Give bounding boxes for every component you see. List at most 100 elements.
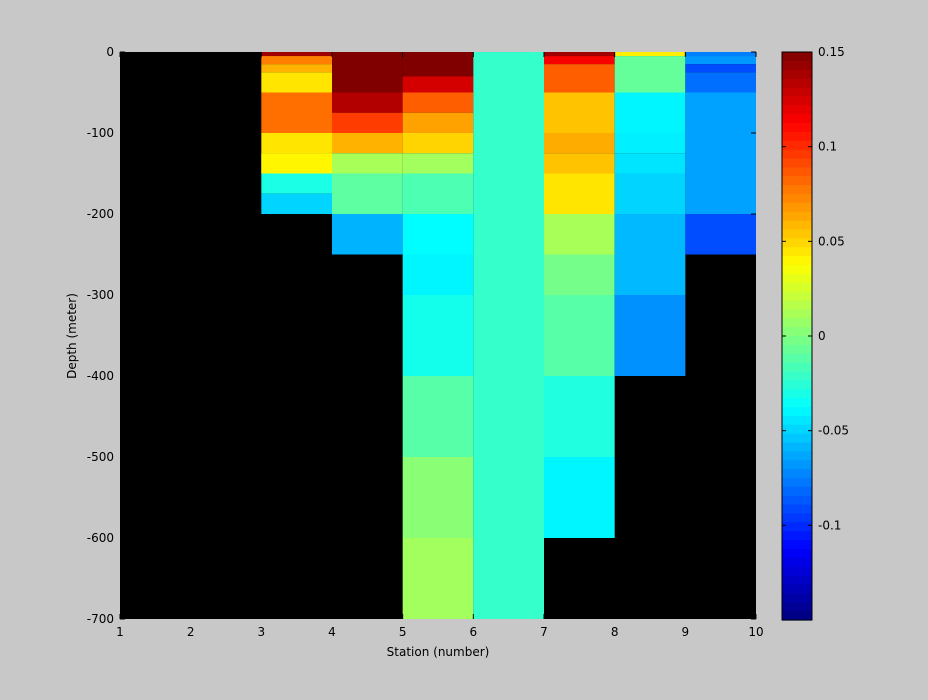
heatmap-cell xyxy=(614,133,686,154)
heatmap-cell xyxy=(402,92,474,113)
heatmap-cell xyxy=(544,153,615,174)
heatmap-cell xyxy=(614,92,686,133)
colorbar-segment xyxy=(782,309,812,319)
heatmap-cell xyxy=(544,52,615,57)
heatmap-cell xyxy=(261,153,332,174)
colorbar-tick-label: -0.05 xyxy=(818,424,849,438)
colorbar-segment xyxy=(782,504,812,515)
colorbar-segment xyxy=(782,469,812,479)
colorbar-tick-label: -0.1 xyxy=(818,518,841,532)
colorbar-segment xyxy=(782,513,812,523)
y-tick-label: -600 xyxy=(87,531,114,545)
x-tick-label: 8 xyxy=(611,625,619,639)
colorbar-segment xyxy=(782,575,812,586)
heatmap-cell xyxy=(402,538,474,619)
colorbar-segment xyxy=(782,87,812,97)
colorbar-segment xyxy=(782,220,812,231)
heatmap-cell xyxy=(261,193,332,214)
y-tick-label: -100 xyxy=(87,126,114,140)
colorbar-segment xyxy=(782,584,812,594)
heatmap-cell xyxy=(402,153,474,174)
x-tick-label: 3 xyxy=(258,625,266,639)
colorbar-tick-label: 0.05 xyxy=(818,234,845,248)
colorbar-segment xyxy=(782,96,812,106)
heatmap-cell xyxy=(332,92,403,113)
colorbar-segment xyxy=(782,131,812,142)
heatmap-cell xyxy=(473,52,544,619)
colorbar-segment xyxy=(782,265,812,275)
heatmap-cell xyxy=(614,52,686,57)
heatmap-cell xyxy=(261,133,332,154)
heatmap-cell xyxy=(261,56,332,65)
colorbar-segment xyxy=(782,247,812,257)
x-axis: 1 2 3 4 5 6 7 8 9 10 xyxy=(116,52,764,639)
colorbar-segment xyxy=(782,52,812,62)
colorbar-segment xyxy=(782,549,812,559)
heatmap-cell xyxy=(261,173,332,194)
colorbar-segment xyxy=(782,424,812,435)
heatmap-cell xyxy=(614,173,686,214)
colorbar-segment xyxy=(782,336,812,346)
heatmap-cell xyxy=(332,112,403,133)
colorbar-tick-label: 0 xyxy=(818,329,826,343)
heatmap-cell xyxy=(685,92,756,214)
heatmap-cell xyxy=(402,76,474,93)
y-tick-label: -700 xyxy=(87,612,114,626)
heatmap-cell xyxy=(544,254,615,295)
y-tick-label: -200 xyxy=(87,207,114,221)
colorbar-segment xyxy=(782,407,812,417)
colorbar-segment xyxy=(782,362,812,373)
colorbar-tick-label: 0.1 xyxy=(818,140,837,154)
heatmap-cells xyxy=(261,52,756,619)
colorbar-segment xyxy=(782,114,812,124)
heatmap-cell xyxy=(614,214,686,295)
colorbar-segment xyxy=(782,194,812,204)
colorbar-segment xyxy=(782,185,812,195)
colorbar-segment xyxy=(782,389,812,399)
colorbar-segment xyxy=(782,78,812,89)
heatmap-cell xyxy=(685,72,756,93)
y-tick-label: -500 xyxy=(87,450,114,464)
colorbar-segment xyxy=(782,442,812,452)
colorbar-segment xyxy=(782,229,812,239)
heatmap-cell xyxy=(402,133,474,154)
heatmap-cell xyxy=(332,214,403,255)
colorbar-segment xyxy=(782,167,812,177)
colorbar-segment xyxy=(782,478,812,488)
x-tick-label: 5 xyxy=(399,625,407,639)
colorbar-segment xyxy=(782,611,812,621)
colorbar-segment xyxy=(782,540,812,550)
heatmap-cell xyxy=(402,112,474,133)
colorbar-segment xyxy=(782,69,812,80)
colorbar-segment xyxy=(782,238,812,248)
heatmap-cell xyxy=(614,56,686,93)
colorbar-segment xyxy=(782,557,812,568)
heatmap-cell xyxy=(544,457,615,538)
y-tick-label: 0 xyxy=(106,45,114,59)
heatmap-cell xyxy=(402,214,474,255)
colorbar-segment xyxy=(782,593,812,603)
colorbar-segment xyxy=(782,318,812,328)
colorbar: 0.15 0.1 0.05 0 -0.05 -0.1 xyxy=(781,45,849,621)
colorbar-tick-label: 0.15 xyxy=(818,45,845,59)
colorbar-segment xyxy=(782,602,812,612)
colorbar-segment xyxy=(782,149,812,160)
colorbar-segment xyxy=(782,327,812,337)
colorbar-segment xyxy=(782,344,812,355)
heatmap-cell xyxy=(332,153,403,174)
heatmap-cell xyxy=(544,214,615,255)
heatmap-cell xyxy=(685,56,756,65)
heatmap-cell xyxy=(332,173,403,214)
colorbar-segment xyxy=(782,566,812,577)
heatmap-cell xyxy=(402,295,474,376)
colorbar-segment xyxy=(782,256,812,266)
heatmap-cell xyxy=(544,295,615,376)
colorbar-segment xyxy=(782,353,812,364)
x-tick-label: 2 xyxy=(187,625,195,639)
heatmap-cell xyxy=(544,376,615,457)
colorbar-segment xyxy=(782,451,812,461)
colorbar-segment xyxy=(782,158,812,168)
heatmap-cell xyxy=(261,64,332,73)
x-tick-label: 4 xyxy=(328,625,336,639)
